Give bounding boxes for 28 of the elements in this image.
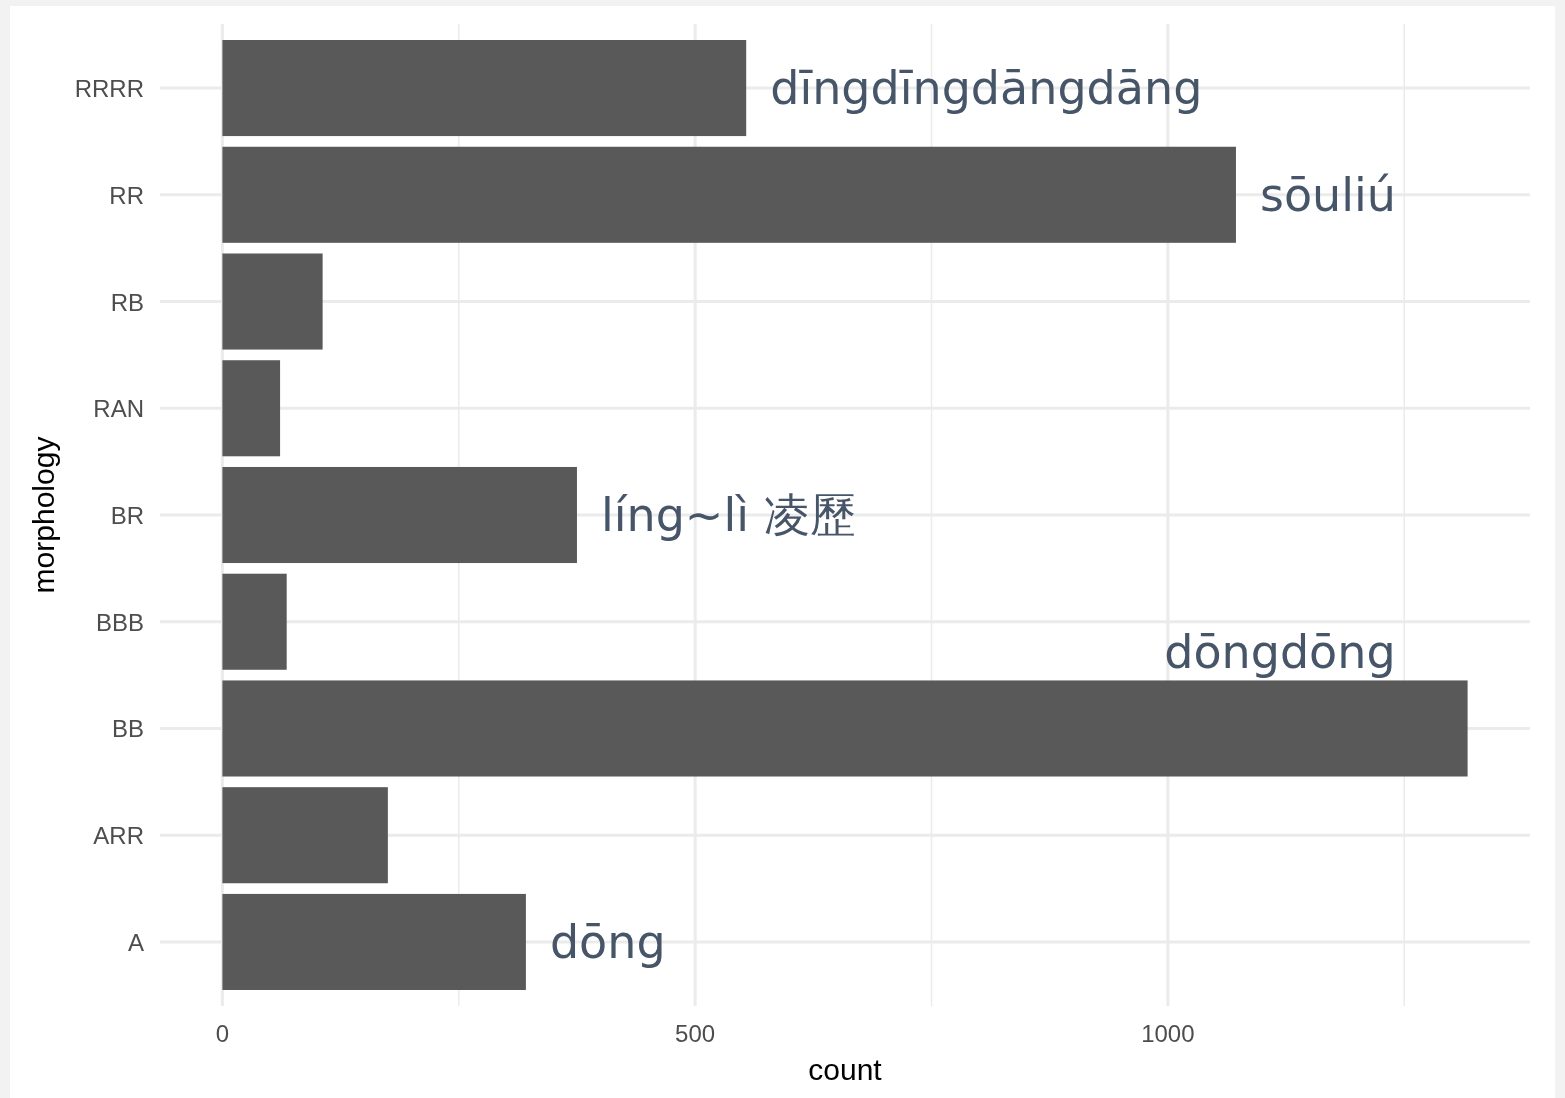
x-tick-label: 500 <box>675 1020 716 1047</box>
y-tick-label: RAN <box>93 395 144 423</box>
annotation: dīngdīngdāngdāng <box>770 61 1203 116</box>
bar <box>222 146 1236 243</box>
y-tick-label: BR <box>110 502 144 529</box>
bar <box>222 573 287 670</box>
y-tick-label: RR <box>109 181 144 209</box>
bar <box>222 253 323 350</box>
bar <box>222 680 1468 777</box>
annotation: sōuliú <box>1259 167 1396 222</box>
bar <box>222 40 747 137</box>
x-tick-label: 0 <box>215 1020 230 1047</box>
y-tick-label: ARR <box>93 822 144 850</box>
x-tick-label: 1000 <box>1141 1020 1195 1047</box>
y-tick-label: RRRR <box>74 75 144 103</box>
bar <box>222 360 281 457</box>
annotation: líng~lì 凌歷 <box>600 488 856 542</box>
bar <box>222 787 388 884</box>
annotation: dōngdōng <box>1164 625 1396 680</box>
y-tick-label: A <box>127 928 144 956</box>
y-tick-label: BBB <box>95 608 144 636</box>
y-tick-label: BB <box>111 715 144 743</box>
y-tick-label: RB <box>110 288 144 316</box>
bar <box>222 893 526 990</box>
bar <box>222 466 577 564</box>
x-axis-title: count <box>808 1053 883 1086</box>
y-axis-title: morphology <box>27 436 60 594</box>
annotation: dōng <box>549 914 666 969</box>
